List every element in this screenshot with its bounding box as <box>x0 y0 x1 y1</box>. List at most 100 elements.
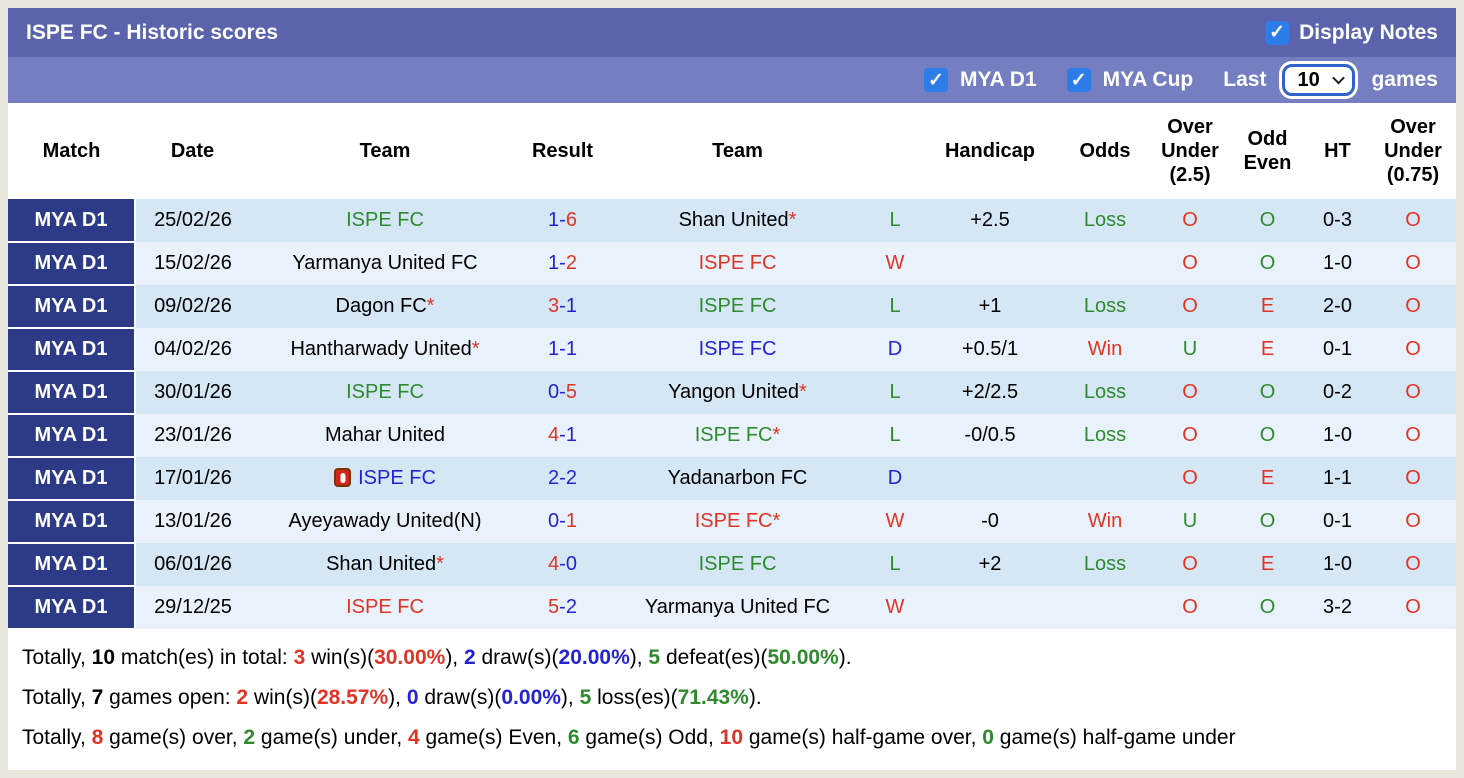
title-bar: ISPE FC - Historic scores ✓ Display Note… <box>8 8 1456 57</box>
summary-segment: 6 <box>567 726 580 749</box>
summary-segment: 3 <box>293 646 306 669</box>
handicap-cell <box>920 457 1060 500</box>
filter-bar: ✓ MYA D1 ✓ MYA Cup Last 10 games <box>8 57 1456 103</box>
table-row: MYA D1 17/01/26 ISPE FC 2-2 Yadanarbon FC D O E… <box>8 457 1456 501</box>
ht-cell: 0-3 <box>1305 199 1370 242</box>
date-cell: 23/01/26 <box>135 414 250 457</box>
table-header-row: Match Date Team Result Team Handicap Odd… <box>8 103 1456 199</box>
home-team-cell: ISPE FC <box>250 371 520 414</box>
result-segment: - <box>559 381 566 403</box>
wdl-cell: W <box>870 242 920 285</box>
league-cell: MYA D1 <box>8 371 136 415</box>
home-team-cell: Dagon FC* <box>250 285 520 328</box>
summary-segment: win(s)( <box>248 686 317 709</box>
odd-even-cell: O <box>1230 371 1305 414</box>
team-name: Yadanarbon FC <box>667 467 808 489</box>
result-segment: 1 <box>565 338 577 360</box>
over-under-075-cell: O <box>1370 285 1456 328</box>
team-name: ISPE FC <box>698 295 777 317</box>
league-cell: MYA D1 <box>8 242 136 286</box>
home-team-cell: ISPE FC <box>250 586 520 629</box>
team-name: ISPE FC <box>698 553 777 575</box>
ht-cell: 0-1 <box>1305 500 1370 543</box>
result-segment: - <box>559 467 566 489</box>
over-under-075-cell: O <box>1370 457 1456 500</box>
summary-segment: 71.43% <box>677 686 749 709</box>
over-under-25-cell: O <box>1150 543 1230 586</box>
handicap-cell: +1 <box>920 285 1060 328</box>
mya-d1-checkbox[interactable]: ✓ <box>924 68 948 92</box>
over-under-25-cell: O <box>1150 414 1230 457</box>
summary-segment: 28.57% <box>316 686 389 709</box>
result-segment: 2 <box>565 596 577 618</box>
handicap-cell: +2.5 <box>920 199 1060 242</box>
last-games-select[interactable]: 10 <box>1282 64 1356 96</box>
summary-segment: draw(s)( <box>418 686 502 709</box>
summary-segment: 2 <box>463 646 476 669</box>
team-name: Shan United <box>326 553 437 575</box>
result-cell: 0-1 <box>520 500 605 543</box>
mya-cup-checkbox[interactable]: ✓ <box>1066 68 1091 92</box>
result-segment: 5 <box>548 596 560 618</box>
summary-line: Totally, 7 games open: 2 win(s)(28.57%),… <box>22 678 1442 718</box>
result-segment: - <box>559 553 566 575</box>
over-under-075-cell: O <box>1370 414 1456 457</box>
games-label: games <box>1371 68 1438 91</box>
team-name: ISPE FC <box>694 424 773 446</box>
summary-section: Totally, 10 match(es) in total: 3 win(s)… <box>8 630 1456 770</box>
wdl-cell: L <box>870 371 920 414</box>
display-notes-checkbox[interactable]: ✓ <box>1265 20 1290 45</box>
summary-segment: 20.00% <box>558 646 630 669</box>
summary-segment: game(s) half-game under <box>993 726 1236 749</box>
home-team-cell: ISPE FC <box>250 457 520 500</box>
table-row: MYA D1 04/02/26 Hantharwady United* 1-1 ISPE… <box>8 328 1456 372</box>
team-name: ISPE FC <box>694 510 773 532</box>
summary-segment: Totally, <box>22 686 92 709</box>
odds-cell: Loss <box>1060 414 1150 457</box>
league-cell: MYA D1 <box>8 285 136 329</box>
home-team-cell: Ayeyawady United(N) <box>250 500 520 543</box>
team-name: ISPE FC <box>346 209 424 231</box>
odds-cell: Loss <box>1060 543 1150 586</box>
handicap-cell <box>920 242 1060 285</box>
odds-cell: Loss <box>1060 371 1150 414</box>
table-row: MYA D1 30/01/26 ISPE FC 0-5 Yangon United* L +… <box>8 371 1456 415</box>
summary-segment: loss(es)( <box>591 686 678 709</box>
over-under-25-cell: O <box>1150 199 1230 242</box>
date-cell: 29/12/25 <box>135 586 250 629</box>
league-cell: MYA D1 <box>8 586 136 630</box>
team-name: Ayeyawady United(N) <box>288 510 482 532</box>
summary-segment: ), <box>388 686 407 709</box>
odd-even-cell: E <box>1230 328 1305 371</box>
summary-segment: win(s)( <box>305 646 375 669</box>
col-over-under-25: Over Under (2.5) <box>1150 103 1230 199</box>
away-team-cell: ISPE FC <box>605 285 870 328</box>
summary-segment: defeat(es)( <box>660 646 768 669</box>
ht-cell: 2-0 <box>1305 285 1370 328</box>
result-segment: 0 <box>548 381 560 403</box>
wdl-cell: L <box>870 543 920 586</box>
team-name: Shan United <box>678 209 789 231</box>
summary-segment: game(s) Odd, <box>579 726 720 749</box>
over-under-25-cell: U <box>1150 500 1230 543</box>
summary-segment: Totally, <box>22 726 92 749</box>
col-date: Date <box>135 103 250 199</box>
col-over-under-075: Over Under (0.75) <box>1370 103 1456 199</box>
away-team-cell: Yangon United* <box>605 371 870 414</box>
mya-cup-label: MYA Cup <box>1102 68 1194 91</box>
result-segment: 6 <box>565 209 577 231</box>
scores-table-wrap: Match Date Team Result Team Handicap Odd… <box>8 103 1456 630</box>
odds-cell: Loss <box>1060 199 1150 242</box>
over-under-25-cell: O <box>1150 242 1230 285</box>
date-cell: 15/02/26 <box>135 242 250 285</box>
summary-segment: 10 <box>91 646 115 669</box>
summary-segment: 10 <box>719 726 744 749</box>
date-cell: 09/02/26 <box>135 285 250 328</box>
page-title: ISPE FC - Historic scores <box>26 20 279 44</box>
table-row: MYA D1 09/02/26 Dagon FC* 3-1 ISPE FC L +1 Loss… <box>8 285 1456 329</box>
result-cell: 5-2 <box>520 586 605 629</box>
ht-cell: 1-0 <box>1305 543 1370 586</box>
result-segment: - <box>559 338 566 360</box>
odd-even-cell: E <box>1230 457 1305 500</box>
table-row: MYA D1 15/02/26 Yarmanya United FC 1-2 ISPE … <box>8 242 1456 286</box>
